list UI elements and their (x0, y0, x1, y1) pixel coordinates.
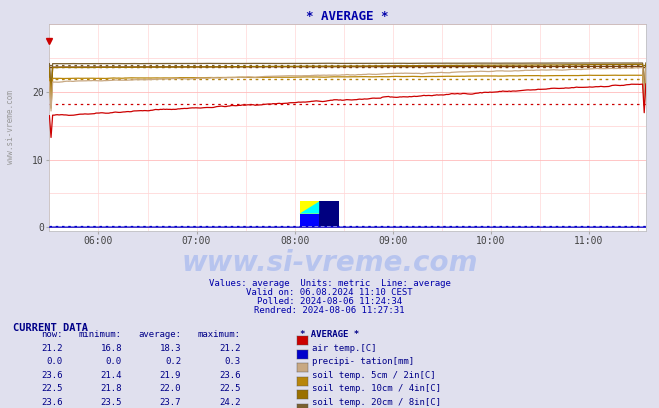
Polygon shape (300, 202, 319, 214)
Text: 21.4: 21.4 (100, 371, 122, 380)
Polygon shape (300, 214, 319, 226)
Text: maximum:: maximum: (198, 330, 241, 339)
Text: average:: average: (138, 330, 181, 339)
Text: 24.2: 24.2 (219, 398, 241, 407)
Text: 23.6: 23.6 (41, 398, 63, 407)
Text: soil temp. 10cm / 4in[C]: soil temp. 10cm / 4in[C] (312, 384, 441, 393)
Text: 0.0: 0.0 (106, 357, 122, 366)
Text: www.si-vreme.com: www.si-vreme.com (6, 91, 15, 164)
Text: 21.2: 21.2 (219, 344, 241, 353)
Text: soil temp. 20cm / 8in[C]: soil temp. 20cm / 8in[C] (312, 398, 441, 407)
Text: 23.5: 23.5 (100, 398, 122, 407)
Text: now:: now: (41, 330, 63, 339)
Text: 0.0: 0.0 (47, 357, 63, 366)
Text: 23.6: 23.6 (219, 371, 241, 380)
Text: 22.5: 22.5 (219, 384, 241, 393)
Text: 21.8: 21.8 (100, 384, 122, 393)
Text: 18.3: 18.3 (159, 344, 181, 353)
Text: precipi- tation[mm]: precipi- tation[mm] (312, 357, 414, 366)
Text: Valid on: 06.08.2024 11:10 CEST: Valid on: 06.08.2024 11:10 CEST (246, 288, 413, 297)
Text: 0.3: 0.3 (225, 357, 241, 366)
Text: 0.2: 0.2 (165, 357, 181, 366)
Text: minimum:: minimum: (79, 330, 122, 339)
Text: www.si-vreme.com: www.si-vreme.com (181, 249, 478, 277)
Text: CURRENT DATA: CURRENT DATA (13, 323, 88, 333)
Text: 22.5: 22.5 (41, 384, 63, 393)
Text: Polled: 2024-08-06 11:24:34: Polled: 2024-08-06 11:24:34 (257, 297, 402, 306)
Text: Values: average  Units: metric  Line: average: Values: average Units: metric Line: aver… (208, 279, 451, 288)
Text: 23.7: 23.7 (159, 398, 181, 407)
Text: 21.2: 21.2 (41, 344, 63, 353)
Text: 16.8: 16.8 (100, 344, 122, 353)
Text: soil temp. 5cm / 2in[C]: soil temp. 5cm / 2in[C] (312, 371, 436, 380)
Polygon shape (319, 202, 339, 226)
Text: * AVERAGE *: * AVERAGE * (300, 330, 359, 339)
Polygon shape (300, 202, 319, 214)
Text: 23.6: 23.6 (41, 371, 63, 380)
Text: Rendred: 2024-08-06 11:27:31: Rendred: 2024-08-06 11:27:31 (254, 306, 405, 315)
Text: 22.0: 22.0 (159, 384, 181, 393)
Text: 21.9: 21.9 (159, 371, 181, 380)
Title: * AVERAGE *: * AVERAGE * (306, 10, 389, 23)
Text: air temp.[C]: air temp.[C] (312, 344, 376, 353)
